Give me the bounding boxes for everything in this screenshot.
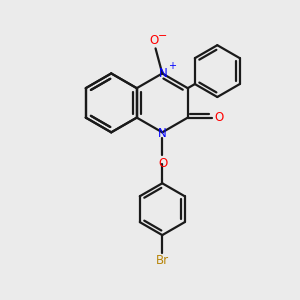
Text: +: +	[168, 61, 176, 71]
Text: O: O	[149, 34, 159, 47]
Text: −: −	[158, 31, 168, 41]
Text: Br: Br	[156, 254, 169, 267]
Text: O: O	[214, 110, 223, 124]
Text: N: N	[158, 127, 167, 140]
Text: N: N	[159, 67, 168, 80]
Text: O: O	[158, 157, 167, 170]
